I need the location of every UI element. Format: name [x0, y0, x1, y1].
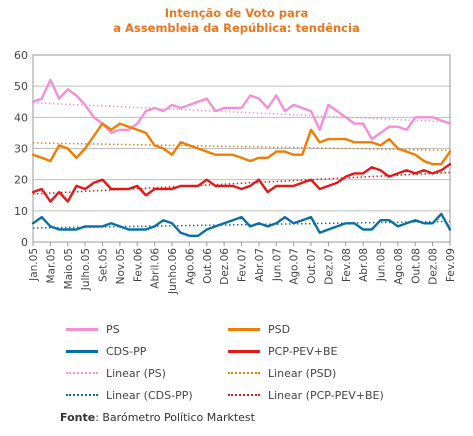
- trendline-linear-ps: [32, 101, 451, 123]
- x-tick-label: Dez.07: [323, 248, 335, 285]
- legend-item: CDS-PP: [66, 340, 146, 362]
- source-text: : Barómetro Político Marktest: [95, 411, 255, 424]
- x-tick-label: Jun.08: [376, 248, 388, 282]
- x-tick-label: Abr.08: [358, 248, 370, 282]
- chart-legend: PS PSD CDS-PP PCP-PEV+BE Linear (PS) Linear (…: [66, 318, 466, 406]
- x-tick-label: Dez.08: [428, 248, 440, 285]
- legend-swatch: [228, 394, 260, 396]
- x-tick-label: Out.08: [410, 248, 422, 284]
- legend-label: Linear (PSD): [268, 366, 337, 380]
- y-tick-label: 40: [14, 111, 28, 124]
- x-tick-label: Ago.08: [393, 248, 405, 285]
- legend-item: Linear (PS): [66, 362, 166, 384]
- legend-label: Linear (PCP-PEV+BE): [268, 388, 384, 402]
- x-tick-label: Julho.05: [80, 248, 92, 291]
- x-tick-label: Out.07: [306, 248, 318, 284]
- legend-label: PS: [106, 322, 120, 336]
- y-tick-label: 10: [14, 205, 28, 218]
- trendline-linear-psd: [32, 142, 451, 152]
- x-tick-label: Set.05: [98, 248, 110, 282]
- x-tick-label: Jan.05: [28, 248, 40, 282]
- line-chart: 0 10 20 30 40 50 60 Jan.05 Mar.05 Maio.05 Julho.05…: [14, 49, 457, 295]
- legend-row: Linear (CDS-PP) Linear (PCP-PEV+BE): [66, 384, 466, 406]
- source-label: Fonte: [60, 411, 96, 424]
- x-tick-label: Abr.07: [254, 248, 266, 282]
- y-tick-label: 60: [14, 49, 28, 62]
- legend-swatch: [228, 349, 260, 353]
- x-tick-label: Nov.05: [115, 248, 127, 284]
- legend-label: CDS-PP: [106, 344, 147, 358]
- x-tick-label: Jun.07: [271, 248, 283, 282]
- series-line-ps: [31, 78, 452, 141]
- legend-swatch: [228, 327, 260, 331]
- legend-swatch: [66, 394, 98, 396]
- y-tick-label: 30: [14, 143, 28, 156]
- legend-swatch: [66, 349, 98, 353]
- legend-row: CDS-PP PCP-PEV+BE: [66, 340, 466, 362]
- legend-item: Linear (PSD): [228, 362, 336, 384]
- legend-label: Linear (CDS-PP): [106, 388, 193, 402]
- legend-item: PCP-PEV+BE: [228, 340, 338, 362]
- x-tick-label: Fev.07: [237, 248, 249, 282]
- legend-row: Linear (PS) Linear (PSD): [66, 362, 466, 384]
- x-tick-label: Maio.05: [63, 248, 75, 289]
- legend-label: PCP-PEV+BE: [268, 344, 338, 358]
- legend-item: PSD: [228, 318, 290, 340]
- x-tick-label: Ago.06: [184, 248, 196, 285]
- legend-label: PSD: [268, 322, 291, 336]
- x-tick-label: Fev.09: [445, 248, 457, 282]
- source-note: Fonte: Barómetro Político Marktest: [60, 411, 255, 424]
- legend-swatch: [228, 372, 260, 374]
- legend-label: Linear (PS): [106, 366, 166, 380]
- x-tick-label: Abril.06: [150, 248, 162, 289]
- legend-swatch: [66, 372, 98, 374]
- series-line-cds-pp: [31, 212, 452, 238]
- y-tick-label: 20: [14, 174, 28, 187]
- chart-title-line-1: Intenção de Voto para: [164, 6, 309, 20]
- y-tick-label: 50: [14, 80, 28, 93]
- trendline-linear-cds-pp: [32, 220, 451, 229]
- legend-item: Linear (CDS-PP): [66, 384, 193, 406]
- legend-item: PS: [66, 318, 120, 340]
- trendline-linear-pcp-pev-be: [32, 171, 451, 195]
- x-tick-label: Out.06: [202, 248, 214, 284]
- x-tick-label: Dez.06: [219, 248, 231, 285]
- y-tick-label: 0: [21, 236, 28, 249]
- legend-item: Linear (PCP-PEV+BE): [228, 384, 384, 406]
- series-line-pcp-pev-be: [31, 162, 452, 203]
- chart-title-line-2: a Assembleia da República: tendência: [113, 21, 360, 35]
- x-tick-label: Fev.08: [341, 248, 353, 282]
- chart-title: Intenção de Voto para a Assembleia da Re…: [0, 6, 473, 36]
- x-tick-label: Junho.06: [167, 248, 179, 295]
- legend-row: PS PSD: [66, 318, 466, 340]
- series-line-psd: [31, 122, 452, 166]
- legend-swatch: [66, 327, 98, 331]
- x-tick-label: Mar.05: [45, 248, 57, 284]
- x-tick-label: Ago.07: [289, 248, 301, 285]
- x-tick-label: Fev.06: [132, 248, 144, 282]
